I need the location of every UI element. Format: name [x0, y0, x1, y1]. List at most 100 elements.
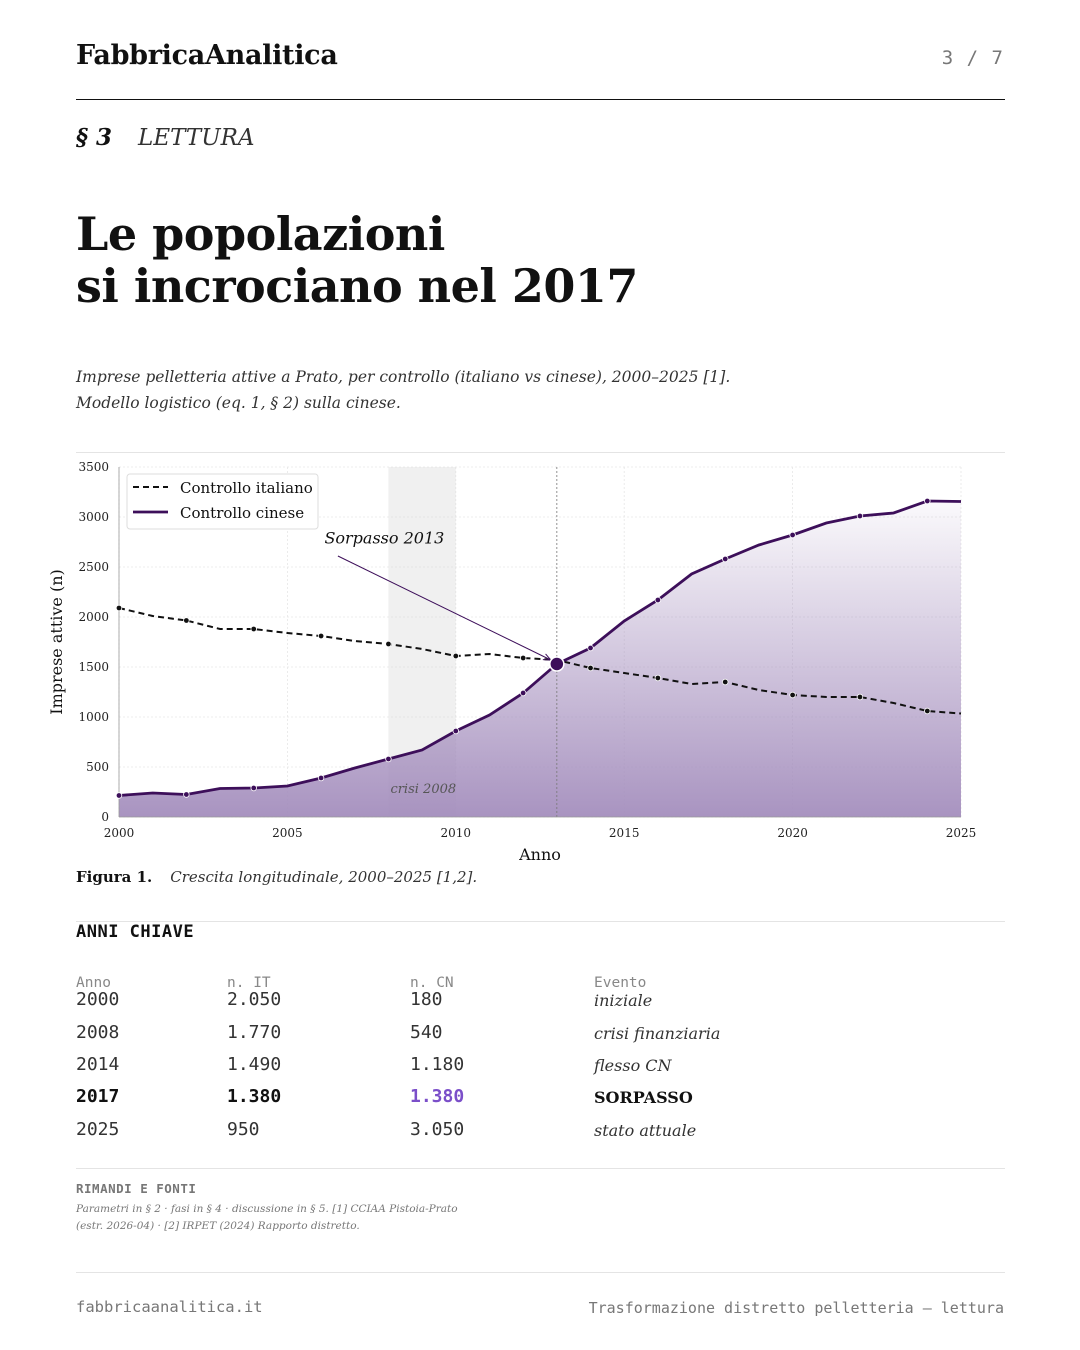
cell-year: 2014 — [76, 1054, 120, 1075]
x-tick-label: 2010 — [441, 826, 472, 840]
section-number: § 3 — [76, 124, 113, 151]
marker-chinese — [452, 727, 459, 735]
growth-chart: 0 500 1000 1500 2000 2500 3000 3500 2000 2005 2010… — [47, 460, 976, 864]
cell-it: 950 — [227, 1119, 260, 1140]
marker-italian — [115, 604, 123, 612]
y-tick-label: 3500 — [78, 460, 109, 474]
table-top-divider — [76, 921, 1005, 922]
marker-italian — [317, 632, 325, 640]
x-axis-label: Anno — [518, 845, 561, 864]
marker-chinese — [789, 531, 796, 539]
table-heading: ANNI CHIAVE — [76, 922, 195, 942]
cell-it: 1.770 — [227, 1022, 282, 1043]
annotation-label: Sorpasso 2013 — [324, 529, 444, 548]
table-row-highlight: 2017 1.380 1.380 SORPASSO — [76, 1086, 1005, 1114]
marker-italian — [587, 664, 594, 672]
figure-caption: Figura 1. Crescita longitudinale, 2000–2… — [76, 868, 477, 886]
legend-box — [126, 473, 319, 530]
subtitle-line-1: Imprese pelletteria attive a Prato, per … — [76, 368, 731, 386]
chinese-area-fill — [119, 501, 961, 817]
cell-it: 2.050 — [227, 989, 282, 1010]
chart-top-divider — [76, 452, 1005, 453]
cell-year: 2017 — [76, 1086, 120, 1107]
refs-text: Parametri in § 2 · fasi in § 4 · discuss… — [76, 1203, 458, 1232]
y-axis-label: Imprese attive (n) — [47, 569, 66, 715]
table-row: 2008 1.770 540 crisi finanziaria — [76, 1022, 1005, 1050]
chart-legend: Controllo italiano Controllo cinese — [126, 473, 319, 530]
table-row: 2014 1.490 1.180 flesso CN — [76, 1054, 1005, 1082]
column-header: n. CN — [410, 975, 454, 991]
cell-it: 1.380 — [227, 1086, 282, 1107]
marker-italian — [856, 693, 864, 701]
refs-divider — [76, 1168, 1005, 1169]
refs-heading: RIMANDI E FONTI — [76, 1181, 197, 1196]
y-tick-label: 2500 — [78, 560, 109, 574]
cell-it: 1.490 — [227, 1054, 282, 1075]
marker-chinese — [317, 774, 325, 782]
marker-italian — [789, 691, 796, 699]
chart-axes: 0 500 1000 1500 2000 2500 3000 3500 2000 2005 2010… — [78, 460, 976, 840]
figure-caption-text: Crescita longitudinale, 2000–2025 [1,2]. — [170, 868, 478, 886]
page-indicator: 3 / 7 — [941, 47, 1004, 69]
marker-italian — [654, 674, 662, 682]
y-tick-label: 1000 — [78, 710, 109, 724]
marker-italian — [183, 617, 190, 624]
cell-cn: 180 — [410, 989, 443, 1010]
cell-year: 2025 — [76, 1119, 120, 1140]
marker-chinese — [385, 755, 392, 763]
y-tick-label: 3000 — [78, 510, 109, 524]
x-tick-label: 2025 — [946, 826, 977, 840]
table-row: 2025 950 3.050 stato attuale — [76, 1119, 1005, 1147]
section-heading: § 3 LETTURA — [76, 124, 255, 151]
cell-event: stato attuale — [594, 1121, 697, 1140]
marker-italian — [452, 652, 459, 660]
marker-chinese — [924, 497, 931, 505]
x-tick-label: 2005 — [272, 826, 303, 840]
cell-year: 2000 — [76, 989, 120, 1010]
y-tick-label: 1500 — [78, 660, 109, 674]
table-row: 2000 2.050 180 iniziale — [76, 989, 1005, 1017]
cell-cn: 1.180 — [410, 1054, 465, 1075]
footer-divider — [76, 1272, 1005, 1273]
figure-label: Figura 1. — [76, 868, 153, 886]
chart-subtitle: Imprese pelletteria attive a Prato, per … — [76, 364, 730, 416]
marker-chinese — [856, 512, 864, 520]
series-line-chinese — [118, 499, 962, 797]
table-header-row: Anno n. IT n. CN Evento — [76, 975, 1005, 995]
cell-event: crisi finanziaria — [594, 1024, 721, 1043]
marker-chinese — [587, 644, 594, 652]
marker-italian — [924, 707, 931, 715]
brand-logo: FabbricaAnalitica — [76, 40, 338, 71]
y-tick-label: 2000 — [78, 610, 109, 624]
column-header: Evento — [594, 975, 647, 991]
marker-italian — [519, 654, 527, 662]
marker-chinese — [654, 596, 662, 604]
series-line-italian — [118, 607, 962, 715]
marker-italian — [722, 678, 729, 686]
column-header: Anno — [76, 975, 111, 991]
legend-label-chinese: Controllo cinese — [180, 504, 304, 522]
marker-chinese — [722, 555, 729, 563]
title-line-1: Le popolazioni — [76, 207, 445, 261]
section-label: LETTURA — [138, 125, 255, 151]
cell-event: flesso CN — [594, 1056, 672, 1075]
header-divider — [76, 99, 1005, 100]
marker-chinese — [183, 791, 190, 798]
title-line-2: si incrociano nel 2017 — [76, 259, 638, 313]
page-title: Le popolazioni si incrociano nel 2017 — [76, 208, 638, 312]
x-tick-label: 2000 — [104, 826, 135, 840]
cell-event: iniziale — [594, 991, 653, 1010]
y-tick-label: 0 — [101, 810, 109, 824]
y-tick-label: 500 — [86, 760, 109, 774]
cell-cn: 1.380 — [410, 1086, 465, 1107]
legend-label-italian: Controllo italiano — [180, 479, 313, 497]
marker-chinese — [519, 689, 527, 697]
x-tick-label: 2020 — [777, 826, 808, 840]
cell-cn: 3.050 — [410, 1119, 465, 1140]
annotation-arrow — [337, 555, 552, 661]
marker-chinese — [250, 784, 257, 792]
crisis-label: crisi 2008 — [390, 782, 456, 797]
marker-italian — [385, 640, 392, 648]
x-tick-label: 2015 — [609, 826, 640, 840]
cell-year: 2008 — [76, 1022, 120, 1043]
